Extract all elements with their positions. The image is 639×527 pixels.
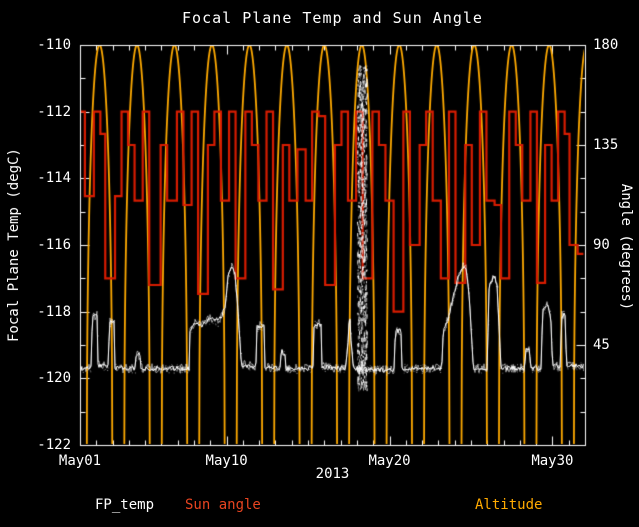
x-axis-title: 2013: [315, 466, 350, 482]
y-axis-title-left: Focal Plane Temp (degC): [6, 148, 22, 342]
chart-title: Focal Plane Temp and Sun Angle: [182, 9, 483, 27]
y-axis-title-right: Angle (degrees): [618, 183, 634, 311]
